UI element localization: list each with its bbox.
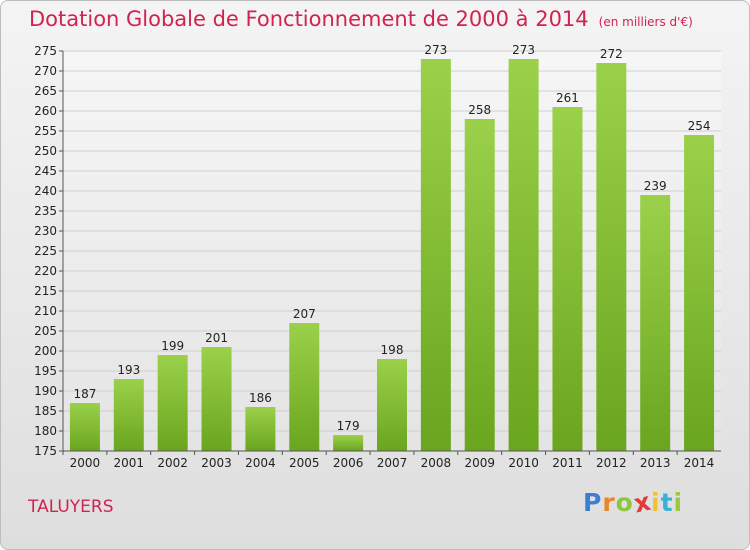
chart-title: Dotation Globale de Fonctionnement de 20… bbox=[29, 7, 693, 31]
logo-letter: i bbox=[651, 488, 661, 517]
y-tick-label: 185 bbox=[34, 404, 57, 418]
bar-2007 bbox=[377, 359, 407, 451]
x-tick-label-2009: 2009 bbox=[464, 456, 495, 470]
bars bbox=[69, 59, 715, 451]
y-tick-label: 245 bbox=[34, 164, 57, 178]
value-label-2010: 273 bbox=[512, 43, 535, 57]
y-axis-ticks: 175 180 185 190 195 200 205 210 215 220 225 230 235 2… bbox=[34, 44, 63, 458]
value-label-2002: 199 bbox=[161, 339, 184, 353]
bar-2009 bbox=[464, 119, 495, 451]
x-tick-label-2008: 2008 bbox=[421, 456, 452, 470]
bar-2002 bbox=[157, 355, 188, 451]
y-tick-label: 240 bbox=[34, 184, 57, 198]
value-label-2008: 273 bbox=[424, 43, 447, 57]
value-label-2001: 193 bbox=[117, 363, 140, 377]
y-tick-label: 265 bbox=[34, 84, 57, 98]
value-label-2000: 187 bbox=[73, 387, 96, 401]
value-label-2011: 261 bbox=[556, 91, 579, 105]
y-tick-label: 270 bbox=[34, 64, 57, 78]
x-tick-label-2011: 2011 bbox=[552, 456, 583, 470]
y-tick-label: 225 bbox=[34, 244, 57, 258]
bar-2010 bbox=[508, 59, 539, 451]
x-tick-label-2012: 2012 bbox=[596, 456, 627, 470]
y-tick-label: 255 bbox=[34, 124, 57, 138]
chart-title-text: Dotation Globale de Fonctionnement de 20… bbox=[29, 7, 589, 31]
value-label-2013: 239 bbox=[644, 179, 667, 193]
logo-letter: r bbox=[602, 488, 616, 517]
bar-2004 bbox=[245, 407, 276, 451]
x-tick-label-2014: 2014 bbox=[684, 456, 715, 470]
bar-2005 bbox=[289, 323, 320, 451]
value-label-2003: 201 bbox=[205, 331, 228, 345]
y-tick-label: 215 bbox=[34, 284, 57, 298]
y-tick-label: 210 bbox=[34, 304, 57, 318]
y-tick-label: 180 bbox=[34, 424, 57, 438]
commune-name: TALUYERS bbox=[28, 497, 114, 517]
x-tick-label-2004: 2004 bbox=[245, 456, 276, 470]
bar-2013 bbox=[640, 195, 671, 451]
value-label-2007: 198 bbox=[381, 343, 404, 357]
value-labels: 187 193 199 201 186 207 179 198 273 258 273 261 272 2… bbox=[73, 43, 710, 433]
logo-letter: o bbox=[615, 488, 634, 517]
x-tick-label-2005: 2005 bbox=[289, 456, 320, 470]
x-axis-ticks: 2000 2001 2002 2003 2004 2005 2006 2007 2008 2009… bbox=[62, 451, 715, 470]
value-label-2006: 179 bbox=[337, 419, 360, 433]
bar-2008 bbox=[420, 59, 451, 451]
bar-2003 bbox=[201, 347, 232, 451]
bar-2012 bbox=[596, 63, 627, 451]
logo-letter: t bbox=[660, 488, 674, 517]
value-label-2014: 254 bbox=[688, 119, 711, 133]
logo-letter: P bbox=[583, 488, 603, 517]
proxiti-logo[interactable]: Proxiti bbox=[583, 487, 684, 519]
y-tick-label: 235 bbox=[34, 204, 57, 218]
y-tick-label: 250 bbox=[34, 144, 57, 158]
bar-2001 bbox=[113, 379, 144, 451]
x-tick-label-2003: 2003 bbox=[201, 456, 232, 470]
bar-2006 bbox=[333, 435, 364, 451]
value-label-2012: 272 bbox=[600, 47, 623, 61]
x-tick-label-2001: 2001 bbox=[114, 456, 145, 470]
y-tick-label: 175 bbox=[34, 444, 57, 458]
value-label-2005: 207 bbox=[293, 307, 316, 321]
value-label-2004: 186 bbox=[249, 391, 272, 405]
x-tick-label-2010: 2010 bbox=[508, 456, 539, 470]
x-tick-label-2000: 2000 bbox=[70, 456, 101, 470]
x-tick-label-2002: 2002 bbox=[157, 456, 188, 470]
bar-2011 bbox=[552, 107, 583, 451]
y-tick-label: 260 bbox=[34, 104, 57, 118]
x-tick-label-2007: 2007 bbox=[377, 456, 408, 470]
y-tick-label: 200 bbox=[34, 344, 57, 358]
y-tick-label: 230 bbox=[34, 224, 57, 238]
y-tick-label: 205 bbox=[34, 324, 57, 338]
y-tick-label: 220 bbox=[34, 264, 57, 278]
y-tick-label: 195 bbox=[34, 364, 57, 378]
logo-letter: i bbox=[673, 488, 684, 517]
bar-2014 bbox=[684, 135, 715, 451]
y-tick-label: 275 bbox=[34, 44, 57, 58]
value-label-2009: 258 bbox=[468, 103, 491, 117]
x-tick-label-2013: 2013 bbox=[640, 456, 671, 470]
bar-2000 bbox=[69, 403, 100, 451]
x-tick-label-2006: 2006 bbox=[333, 456, 364, 470]
y-tick-label: 190 bbox=[34, 384, 57, 398]
chart-unit: (en milliers d'€) bbox=[598, 15, 693, 29]
